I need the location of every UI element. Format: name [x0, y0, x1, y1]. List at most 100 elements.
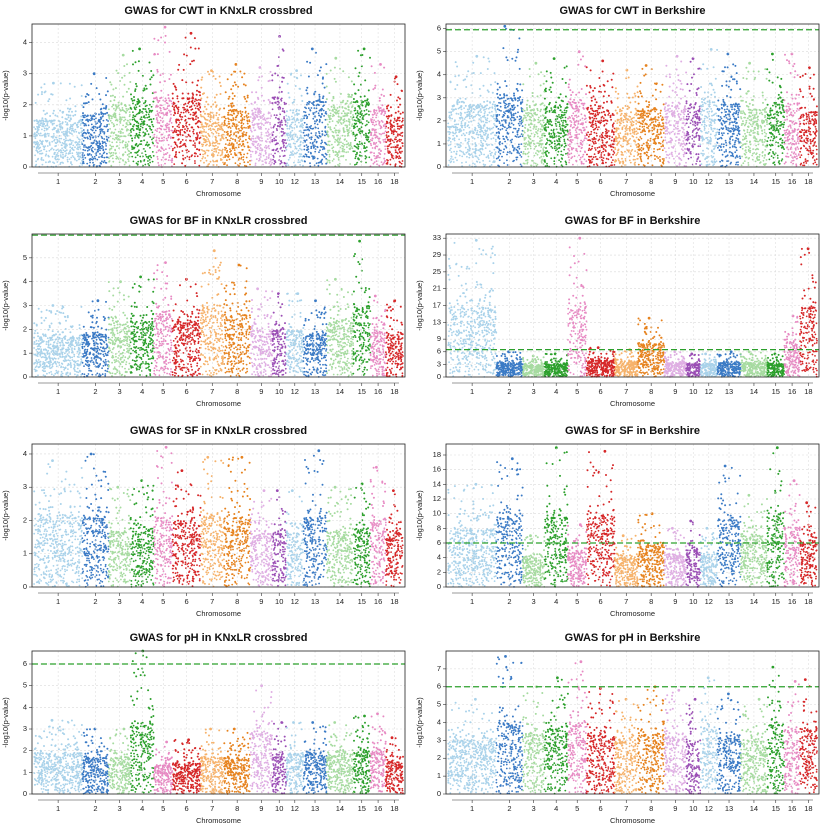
peak-point [578, 237, 581, 240]
chromosome-points-16 [783, 680, 800, 794]
y-tick-label: 1 [23, 549, 27, 558]
x-tick-label: 14 [336, 804, 344, 813]
peak-point [771, 53, 774, 56]
peak-point [291, 489, 294, 492]
chart-svg: GWAS for CWT in KNxLR crossbred01234-log… [0, 0, 413, 205]
peak-point [52, 82, 55, 85]
x-tick-label: 6 [184, 804, 188, 813]
peak-point [748, 350, 751, 353]
peak-point [311, 48, 314, 51]
y-axis-label: -log10(p-value) [415, 280, 424, 331]
y-tick-label: 3 [23, 724, 27, 733]
peak-point [233, 728, 236, 731]
x-tick-label: 3 [532, 387, 536, 396]
y-tick-label: 0 [23, 162, 27, 171]
y-tick-label: 2 [23, 746, 27, 755]
x-tick-label: 13 [725, 804, 733, 813]
y-tick-label: 33 [433, 233, 441, 242]
x-tick-label: 18 [804, 177, 812, 186]
x-tick-label: 12 [291, 597, 299, 606]
peak-point [256, 287, 259, 290]
chart-svg: GWAS for pH in KNxLR crossbred0123456-lo… [0, 627, 413, 832]
y-tick-label: 3 [437, 735, 441, 744]
peak-point [676, 55, 679, 58]
y-tick-label: 8 [437, 523, 441, 532]
y-tick-label: 25 [433, 267, 441, 276]
y-tick-label: 2 [437, 753, 441, 762]
x-tick-label: 1 [56, 597, 60, 606]
peak-point [710, 48, 713, 51]
x-tick-label: 18 [390, 387, 398, 396]
peak-point [597, 346, 600, 349]
x-tick-label: 4 [140, 804, 144, 813]
chart-svg: GWAS for SF in Berkshire024681012141618-… [414, 420, 827, 625]
x-tick-label: 15 [772, 597, 780, 606]
y-tick-label: 0 [437, 789, 441, 798]
peak-point [140, 479, 143, 482]
y-tick-label: 6 [437, 682, 441, 691]
y-tick-label: 5 [437, 47, 441, 56]
x-tick-label: 1 [470, 597, 474, 606]
x-tick-label: 10 [689, 177, 697, 186]
peak-point [379, 63, 382, 66]
x-axis-label: Chromosome [610, 399, 655, 408]
x-tick-label: 14 [750, 177, 758, 186]
peak-point [704, 353, 707, 356]
x-axis-label: Chromosome [196, 399, 241, 408]
x-tick-label: 18 [804, 804, 812, 813]
x-tick-label: 2 [93, 387, 97, 396]
y-tick-label: 7 [437, 664, 441, 673]
y-tick-label: 0 [437, 162, 441, 171]
peak-point [276, 489, 279, 492]
x-tick-label: 10 [275, 597, 283, 606]
x-tick-label: 6 [598, 804, 602, 813]
x-tick-label: 10 [275, 177, 283, 186]
y-tick-label: 4 [437, 717, 441, 726]
x-tick-label: 16 [788, 177, 796, 186]
y-axis-label: -log10(p-value) [415, 490, 424, 541]
x-tick-label: 10 [689, 597, 697, 606]
peak-point [209, 728, 212, 731]
x-tick-label: 3 [118, 387, 122, 396]
x-tick-label: 4 [140, 387, 144, 396]
peak-point [626, 69, 629, 72]
x-tick-label: 12 [705, 804, 713, 813]
y-tick-label: 6 [437, 24, 441, 33]
x-tick-label: 9 [259, 804, 263, 813]
x-axis-label: Chromosome [610, 816, 655, 825]
x-tick-label: 12 [705, 597, 713, 606]
peak-point [579, 523, 582, 526]
chromosome-points-8 [223, 264, 251, 378]
x-tick-label: 9 [259, 387, 263, 396]
peak-point [314, 299, 317, 302]
peak-point [363, 715, 366, 718]
x-tick-label: 10 [689, 387, 697, 396]
peak-point [116, 486, 119, 489]
x-tick-label: 16 [374, 177, 382, 186]
x-tick-label: 14 [750, 597, 758, 606]
x-tick-label: 15 [358, 804, 366, 813]
y-axis-label: -log10(p-value) [1, 280, 10, 331]
y-tick-label: 3 [437, 93, 441, 102]
x-tick-label: 8 [235, 387, 239, 396]
x-tick-label: 1 [470, 387, 474, 396]
peak-point [475, 483, 478, 486]
x-tick-label: 13 [311, 177, 319, 186]
x-tick-label: 3 [118, 177, 122, 186]
x-tick-label: 5 [575, 597, 579, 606]
chart-title: GWAS for SF in Berkshire [565, 425, 700, 437]
x-tick-label: 7 [624, 597, 628, 606]
x-tick-label: 6 [184, 177, 188, 186]
peak-point [123, 728, 126, 731]
y-tick-label: 2 [437, 116, 441, 125]
x-tick-label: 2 [507, 177, 511, 186]
x-tick-label: 3 [118, 597, 122, 606]
peak-point [280, 721, 283, 724]
x-tick-label: 16 [374, 387, 382, 396]
x-tick-label: 2 [93, 804, 97, 813]
y-tick-label: 14 [433, 479, 441, 488]
